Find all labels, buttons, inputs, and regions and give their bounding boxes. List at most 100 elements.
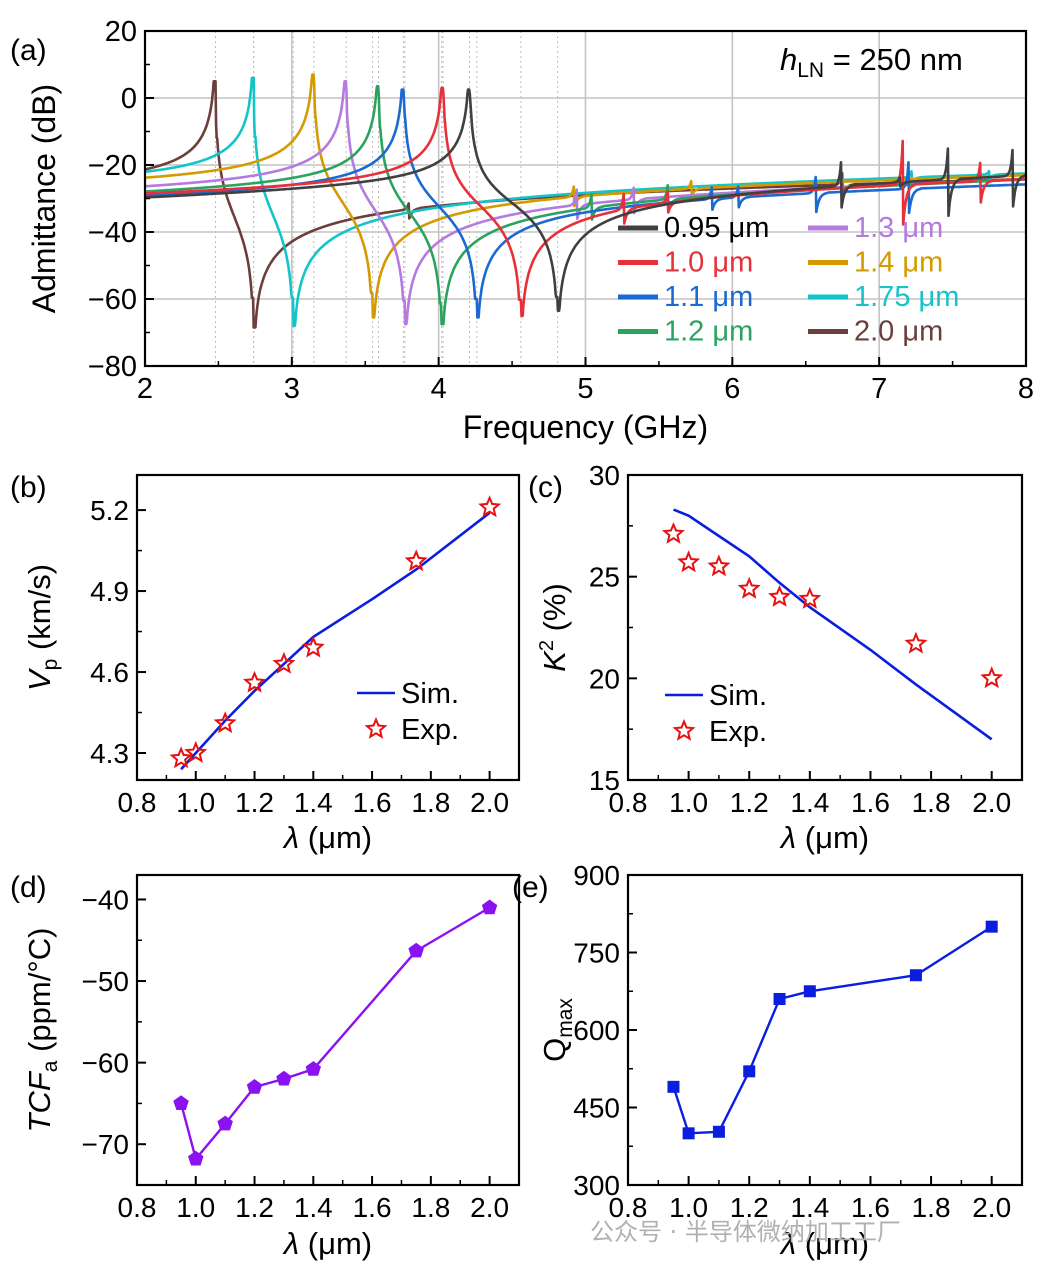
exp-star-marker [478,495,502,518]
y-tick-label: −60 [82,1048,130,1079]
x-tick-label: 6 [724,373,740,405]
y-axis-label: Qmax [537,998,577,1062]
x-tick-label: 1.4 [294,1192,333,1223]
x-tick-label: 1.2 [730,1192,769,1223]
panel-c: 0.8 1.0 1.2 1.4 1.6 1.8 2.0 15 20 25 30 (c) λ (μm) K2… [528,460,1024,855]
exp-star-marker [768,584,792,607]
pentagon-marker [217,1115,233,1131]
panel-e: 0.8 1.0 1.2 1.4 1.6 1.8 2.0 300 450 600 750 900 (e) λ… [512,860,1024,1261]
exp-star-marker [364,716,388,739]
x-axis-label: λ (μm) [779,1226,869,1261]
x-tick-label: 0.8 [118,787,157,818]
y-tick-label: 4.6 [90,657,129,688]
x-tick-label: 1.0 [176,787,215,818]
x-tick-label: 1.4 [790,1192,829,1223]
series-line-0.95 [145,88,1026,313]
exp-star-marker [169,746,193,769]
x-tick-label: 1.2 [235,1192,274,1223]
x-tick-label: 8 [1018,373,1034,405]
panel-label: (d) [10,871,47,904]
x-tick-label: 0.8 [609,787,648,818]
y-tick-label: 750 [573,938,620,969]
pentagon-marker [173,1095,189,1110]
legend-label: 1.0 μm [664,247,753,279]
y-tick-label: 0 [121,83,137,115]
x-tick-label: 1.6 [353,787,392,818]
exp-star-marker [677,550,701,573]
plot-frame [626,873,1024,1187]
exp-star-marker [707,554,731,577]
square-marker [985,920,998,933]
y-axis-label: Vp (km/s) [22,564,62,691]
legend-exp-label: Exp. [401,714,459,746]
y-tick-label: −50 [82,966,130,997]
y-tick-label: 5.2 [90,495,129,526]
exp-star-marker [301,635,325,658]
sim-line [180,511,491,771]
square-marker [667,1080,680,1093]
exp-star-marker [213,711,237,734]
panel-d: 0.8 1.0 1.2 1.4 1.6 1.8 2.0 −70 −60 −50 −40 (d) λ (μ… [10,871,521,1261]
x-tick-label: 1.6 [353,1192,392,1223]
plot-frame [143,29,1028,368]
y-tick-label: 4.9 [90,576,129,607]
series-line-1.4 [145,73,1026,319]
exp-star-marker [184,740,208,763]
curves-a [145,73,1026,329]
x-tick-label: 2.0 [470,787,509,818]
legend-label: 2.0 μm [854,316,943,348]
data-line [179,906,491,1162]
y-tick-label: 25 [589,562,620,593]
exp-star-marker [798,586,822,609]
exp-star-marker [243,670,267,693]
y-axis-label: Admittance (dB) [26,84,62,313]
exp-star-marker [980,666,1004,689]
thickness-annotation: hLN = 250 nm [780,42,963,82]
square-marker [712,1125,725,1138]
x-tick-label: 1.6 [851,787,890,818]
panel-label: (a) [10,34,47,67]
x-tick-label: 2.0 [470,1192,509,1223]
data-line [672,925,993,1135]
y-tick-label: −60 [88,284,137,316]
x-tick-label: 2 [137,373,153,405]
x-axis-label: λ (μm) [779,820,869,855]
y-tick-label: −20 [88,150,137,182]
exp-star-marker [737,576,761,599]
square-marker [682,1127,695,1140]
legend-label: 0.95 μm [664,212,769,244]
y-axis-label: TCFa (ppm/°C) [22,928,62,1133]
x-tick-label: 4 [431,373,447,405]
x-tick-label: 5 [577,373,593,405]
pentagon-marker [305,1061,321,1076]
y-tick-label: 450 [573,1093,620,1124]
legend-exp-label: Exp. [709,716,767,748]
y-tick-label: 20 [105,16,137,48]
y-tick-label: 15 [589,765,620,796]
x-axis-label: λ (μm) [282,1226,372,1261]
y-tick-label: 300 [573,1170,620,1201]
x-tick-label: 1.2 [235,787,274,818]
x-axis-label: λ (μm) [282,820,372,855]
exp-star-marker [661,521,685,544]
x-tick-label: 1.8 [411,1192,450,1223]
x-tick-label: 1.6 [851,1192,890,1223]
legend-label: 1.1 μm [664,281,753,313]
legend-label: 1.3 μm [854,212,943,244]
pentagon-marker [188,1150,204,1166]
pentagon-marker [408,942,424,958]
x-tick-label: 2.0 [972,1192,1011,1223]
exp-star-marker [272,651,296,674]
y-tick-label: −70 [82,1129,130,1160]
x-tick-label: 1.8 [912,1192,951,1223]
pentagon-marker [246,1078,263,1094]
x-axis-label: Frequency (GHz) [463,409,708,445]
x-tick-label: 1.0 [669,1192,708,1223]
exp-star-marker [404,549,428,572]
panel-label: (e) [512,871,549,904]
x-tick-label: 1.8 [411,787,450,818]
x-tick-label: 1.8 [912,787,951,818]
series-line-1.75 [145,76,1026,328]
panel-label: (b) [10,471,47,504]
